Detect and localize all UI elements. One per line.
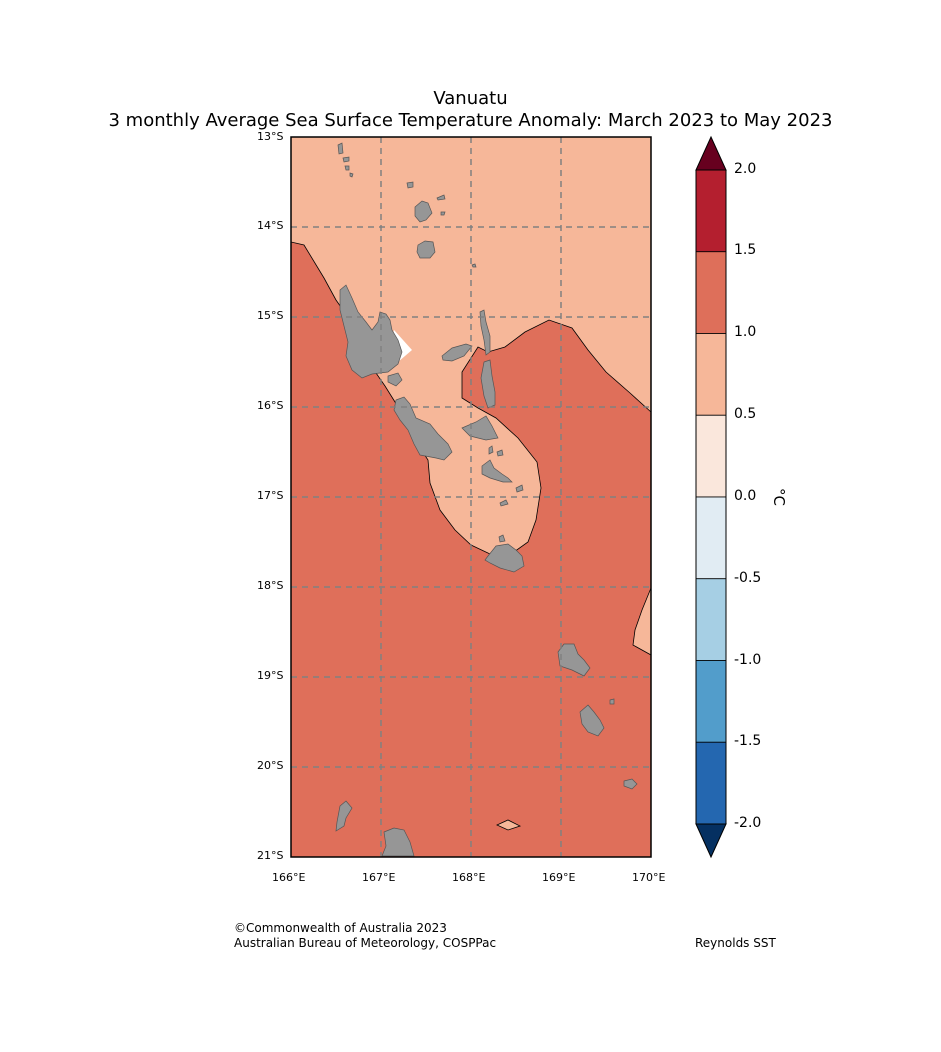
island-mota-lava xyxy=(440,211,446,216)
colorbar-tick-neg-1.5: -1.5 xyxy=(734,733,762,749)
lat-label-16s: 16°S xyxy=(257,399,284,412)
colorbar-band-4 xyxy=(695,496,727,580)
lat-label-18s: 18°S xyxy=(257,579,284,592)
map-frame xyxy=(290,136,652,858)
colorbar-tick-1.5: 1.5 xyxy=(734,242,757,258)
colorbar-band-0 xyxy=(695,169,727,253)
colorbar-tick-0.0: 0.0 xyxy=(734,488,757,504)
anomaly-region-0.5-1.0-south xyxy=(496,819,522,831)
island-small-shepherd xyxy=(498,534,506,543)
colorbar-tick-neg-2.0: -2.0 xyxy=(734,815,762,831)
colorbar-band-7 xyxy=(695,741,727,825)
colorbar-frame xyxy=(695,169,727,825)
island-espiritu-santo xyxy=(339,284,403,379)
island-torres-3 xyxy=(344,165,350,171)
island-merelava xyxy=(471,263,477,268)
colorbar-band-5 xyxy=(695,578,727,661)
island-vanua-lava xyxy=(414,200,433,223)
gridlines xyxy=(291,137,651,857)
island-malo xyxy=(387,372,403,387)
island-tongoa xyxy=(515,484,524,493)
colorbar-tick-2.0: 2.0 xyxy=(734,161,757,177)
island-aneityum-west xyxy=(335,800,353,832)
dataset-text: Reynolds SST xyxy=(695,936,776,950)
colorbar-tick-neg-1.0: -1.0 xyxy=(734,652,762,668)
island-torres-1 xyxy=(337,142,344,155)
island-epi xyxy=(481,459,513,483)
island-aniwa xyxy=(609,698,615,705)
lon-label-167e: 167°E xyxy=(362,871,396,884)
colorbar-band-6 xyxy=(695,660,727,743)
colorbar-tick-0.5: 0.5 xyxy=(734,406,757,422)
colorbar-over-arrow xyxy=(695,135,727,171)
island-tanna xyxy=(579,704,605,737)
island-gaua xyxy=(416,240,436,259)
lon-label-169e: 169°E xyxy=(542,871,576,884)
lon-label-166e: 166°E xyxy=(272,871,306,884)
map-title: Vanuatu xyxy=(433,88,508,109)
island-maewo xyxy=(479,309,491,356)
island-lopevi xyxy=(496,449,504,457)
lat-label-14s: 14°S xyxy=(257,219,284,232)
colorbar-band-1 xyxy=(695,251,727,334)
land-masses xyxy=(335,142,638,857)
lat-label-19s: 19°S xyxy=(257,669,284,682)
colorbar-under-arrow xyxy=(695,823,727,859)
map-subtitle: 3 monthly Average Sea Surface Temperatur… xyxy=(108,110,833,131)
lon-label-168e: 168°E xyxy=(452,871,486,884)
anomaly-region-0.5-1.0-east xyxy=(632,587,651,656)
island-efate xyxy=(484,543,525,573)
island-loyalty-south xyxy=(381,827,415,857)
island-malekula xyxy=(393,396,453,461)
colorbar-band-3 xyxy=(695,414,727,498)
colorbar-unit-label: °C xyxy=(769,488,788,506)
island-ambae xyxy=(441,343,473,362)
colorbar-band-2 xyxy=(695,333,727,416)
island-torres-4 xyxy=(349,172,354,178)
island-futuna xyxy=(623,778,638,790)
lat-label-20s: 20°S xyxy=(257,759,284,772)
lat-label-21s: 21°S xyxy=(257,849,284,862)
island-pentecost xyxy=(480,359,496,409)
lat-label-13s: 13°S xyxy=(257,130,284,143)
colorbar-tick-1.0: 1.0 xyxy=(734,324,757,340)
lon-label-170e: 170°E xyxy=(632,871,666,884)
colorbar xyxy=(695,135,727,859)
lat-label-17s: 17°S xyxy=(257,489,284,502)
island-torres-2 xyxy=(342,156,350,163)
agency-text: Australian Bureau of Meteorology, COSPPa… xyxy=(234,936,497,950)
island-mota xyxy=(436,194,446,201)
colorbar-tick-neg-0.5: -0.5 xyxy=(734,570,762,586)
map-area xyxy=(291,137,651,857)
island-erromango xyxy=(557,643,591,677)
island-ureparapara xyxy=(406,181,414,189)
lat-label-15s: 15°S xyxy=(257,309,284,322)
copyright-text: ©Commonwealth of Australia 2023 xyxy=(234,921,447,935)
island-paama xyxy=(488,445,494,455)
island-emae xyxy=(499,499,509,507)
